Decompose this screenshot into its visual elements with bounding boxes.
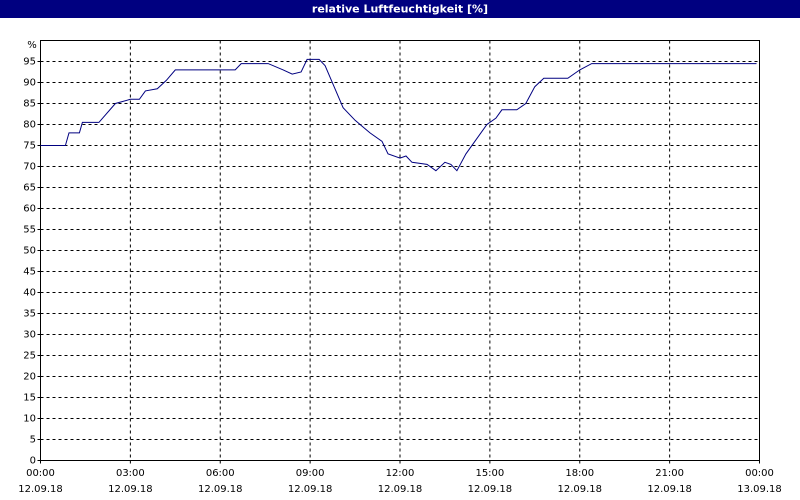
y-tick-label: 95 bbox=[23, 57, 36, 68]
x-tick-label: 03:00 bbox=[116, 468, 145, 479]
y-tick-label: 50 bbox=[23, 246, 36, 257]
x-tick-date: 13.09.18 bbox=[737, 484, 782, 495]
y-tick-label: 25 bbox=[23, 351, 36, 362]
x-tick-date: 12.09.18 bbox=[18, 484, 63, 495]
x-tick-date: 12.09.18 bbox=[378, 484, 423, 495]
y-tick-label: 35 bbox=[23, 309, 36, 320]
y-tick-label: 40 bbox=[23, 288, 36, 299]
x-tick-label: 15:00 bbox=[475, 468, 504, 479]
x-tick-label: 09:00 bbox=[296, 468, 325, 479]
x-tick-date: 12.09.18 bbox=[288, 484, 333, 495]
y-tick-label: 90 bbox=[23, 78, 36, 89]
y-tick-label: 60 bbox=[23, 204, 36, 215]
data-line bbox=[40, 58, 757, 172]
x-tick-date: 12.09.18 bbox=[647, 484, 692, 495]
y-tick-label: 55 bbox=[23, 225, 36, 236]
x-tick-label: 00:00 bbox=[745, 468, 774, 479]
chart-title: relative Luftfeuchtigkeit [%] bbox=[312, 3, 488, 16]
y-tick-label: 70 bbox=[23, 162, 36, 173]
x-tick-label: 21:00 bbox=[655, 468, 684, 479]
y-axis-label: % bbox=[27, 40, 37, 51]
y-tick-label: 65 bbox=[23, 183, 36, 194]
title-bar bbox=[0, 0, 800, 18]
y-tick-label: 75 bbox=[23, 141, 36, 152]
x-tick-date: 12.09.18 bbox=[557, 484, 602, 495]
y-tick-label: 0 bbox=[30, 456, 36, 467]
x-tick-label: 12:00 bbox=[386, 468, 415, 479]
x-tick-label: 00:00 bbox=[26, 468, 55, 479]
x-tick-date: 12.09.18 bbox=[468, 484, 513, 495]
y-tick-label: 80 bbox=[23, 120, 36, 131]
y-tick-label: 10 bbox=[23, 414, 36, 425]
x-tick-date: 12.09.18 bbox=[108, 484, 153, 495]
x-tick-label: 06:00 bbox=[206, 468, 235, 479]
x-tick-date: 12.09.18 bbox=[198, 484, 243, 495]
y-tick-label: 15 bbox=[23, 393, 36, 404]
y-tick-label: 45 bbox=[23, 267, 36, 278]
y-tick-label: 30 bbox=[23, 330, 36, 341]
x-tick-label: 18:00 bbox=[565, 468, 594, 479]
y-tick-label: 85 bbox=[23, 99, 36, 110]
y-tick-label: 20 bbox=[23, 372, 36, 383]
y-tick-label: 5 bbox=[30, 435, 36, 446]
